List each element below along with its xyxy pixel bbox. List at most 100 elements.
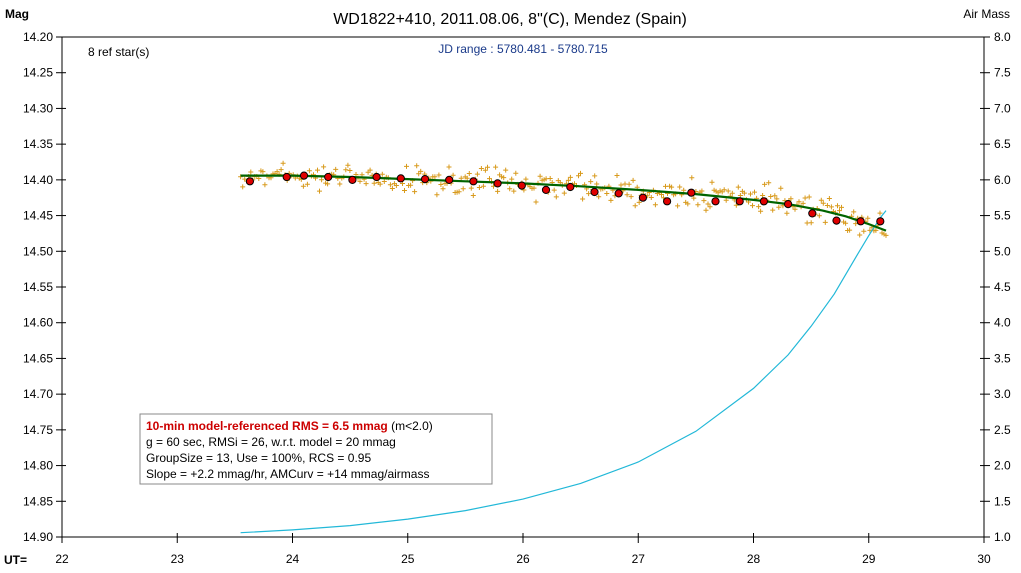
- raw-point: [800, 200, 806, 206]
- raw-point: [523, 176, 529, 182]
- right-tick-label: 3.5: [994, 351, 1011, 365]
- x-tick-label: 23: [171, 552, 185, 566]
- raw-point: [837, 208, 842, 214]
- raw-point: [513, 170, 519, 176]
- raw-point: [689, 175, 695, 181]
- raw-point: [551, 187, 557, 193]
- binned-point: [299, 171, 309, 180]
- raw-point: [402, 188, 407, 193]
- raw-point: [816, 213, 822, 219]
- left-tick-label: 14.45: [23, 209, 53, 223]
- info-headline: 10-min model-referenced RMS = 6.5 mmag: [146, 419, 388, 433]
- raw-point: [822, 219, 828, 225]
- x-tick-label: 22: [55, 552, 69, 566]
- raw-point: [705, 201, 711, 207]
- binned-point: [541, 185, 551, 194]
- raw-point: [707, 204, 713, 210]
- raw-point: [337, 181, 343, 187]
- raw-point: [824, 203, 830, 208]
- raw-point: [699, 188, 705, 194]
- raw-point: [691, 195, 697, 201]
- raw-point: [752, 189, 757, 195]
- binned-point: [711, 197, 720, 206]
- info-box: 10-min model-referenced RMS = 6.5 mmag (…: [139, 413, 493, 485]
- raw-point: [547, 176, 553, 181]
- left-tick-label: 14.25: [23, 66, 53, 80]
- raw-point: [741, 190, 747, 196]
- binned-point: [832, 216, 841, 225]
- info-line-2: g = 60 sec, RMSi = 26, w.r.t. model = 20…: [146, 435, 396, 449]
- raw-point: [561, 190, 567, 196]
- x-tick-label: 25: [401, 552, 415, 566]
- raw-point: [381, 179, 387, 184]
- binned-point: [420, 175, 430, 184]
- raw-point: [262, 182, 268, 188]
- raw-point: [414, 163, 420, 169]
- binned-point: [396, 174, 405, 183]
- raw-point: [432, 174, 438, 180]
- x-tick-label: 30: [977, 552, 991, 566]
- left-axis-title: Mag: [5, 7, 29, 21]
- binned-point: [808, 209, 817, 218]
- left-tick-label: 14.35: [23, 137, 53, 151]
- raw-point: [818, 197, 824, 203]
- raw-point: [278, 167, 284, 173]
- x-tick-label: 29: [862, 552, 876, 566]
- raw-point: [725, 188, 731, 194]
- right-tick-label: 1.5: [994, 494, 1011, 508]
- x-tick-label: 28: [747, 552, 761, 566]
- binned-point: [348, 175, 357, 184]
- raw-point: [460, 186, 466, 192]
- right-tick-label: 3.0: [994, 387, 1011, 401]
- raw-point: [586, 191, 592, 197]
- chart-title: WD1822+410, 2011.08.06, 8"(C), Mendez (S…: [333, 11, 687, 28]
- raw-point: [256, 176, 262, 181]
- left-tick-label: 14.30: [23, 101, 53, 115]
- raw-point: [750, 203, 755, 209]
- binned-point: [856, 217, 865, 226]
- raw-point: [304, 181, 310, 187]
- binned-point: [445, 175, 454, 184]
- raw-point: [393, 183, 399, 188]
- x-tick-label: 27: [632, 552, 646, 566]
- raw-point: [343, 167, 349, 173]
- raw-point: [865, 215, 871, 221]
- raw-point: [861, 228, 867, 234]
- raw-point: [624, 192, 630, 198]
- raw-point: [458, 175, 464, 181]
- binned-point: [566, 182, 575, 192]
- binned-point: [590, 187, 599, 197]
- raw-point: [774, 196, 780, 202]
- raw-point: [652, 202, 658, 208]
- info-line-4: Slope = +2.2 mmag/hr, AMCurv = +14 mmag/…: [146, 467, 429, 481]
- raw-point: [531, 185, 537, 191]
- raw-point: [703, 207, 709, 213]
- raw-point: [835, 203, 840, 209]
- raw-point: [371, 180, 377, 186]
- raw-point: [758, 208, 764, 214]
- raw-point: [436, 172, 442, 178]
- raw-point: [776, 204, 782, 210]
- left-tick-label: 14.90: [23, 530, 53, 544]
- raw-point: [828, 204, 834, 210]
- ref-stars-label: 8 ref star(s): [88, 45, 149, 59]
- raw-point: [404, 163, 409, 169]
- raw-point: [438, 182, 444, 187]
- raw-point: [806, 194, 812, 200]
- raw-point: [721, 187, 727, 193]
- binned-point: [638, 193, 648, 202]
- raw-point: [387, 182, 393, 188]
- right-axis-ticks: 8.0 7.5 7.0 6.5 6.0 5.5 5.0 4.5 4.0 3.5 3.0 2.5 2.0 1…: [980, 30, 1011, 544]
- raw-point: [300, 183, 306, 189]
- raw-point: [784, 210, 790, 216]
- raw-point: [826, 196, 832, 201]
- binned-point: [759, 197, 769, 206]
- raw-point: [495, 188, 501, 194]
- raw-point: [768, 194, 774, 199]
- right-tick-label: 4.0: [994, 316, 1011, 330]
- raw-point: [537, 173, 543, 179]
- raw-point: [347, 168, 353, 173]
- raw-point: [628, 194, 634, 200]
- raw-point: [464, 175, 470, 181]
- raw-point: [608, 197, 614, 203]
